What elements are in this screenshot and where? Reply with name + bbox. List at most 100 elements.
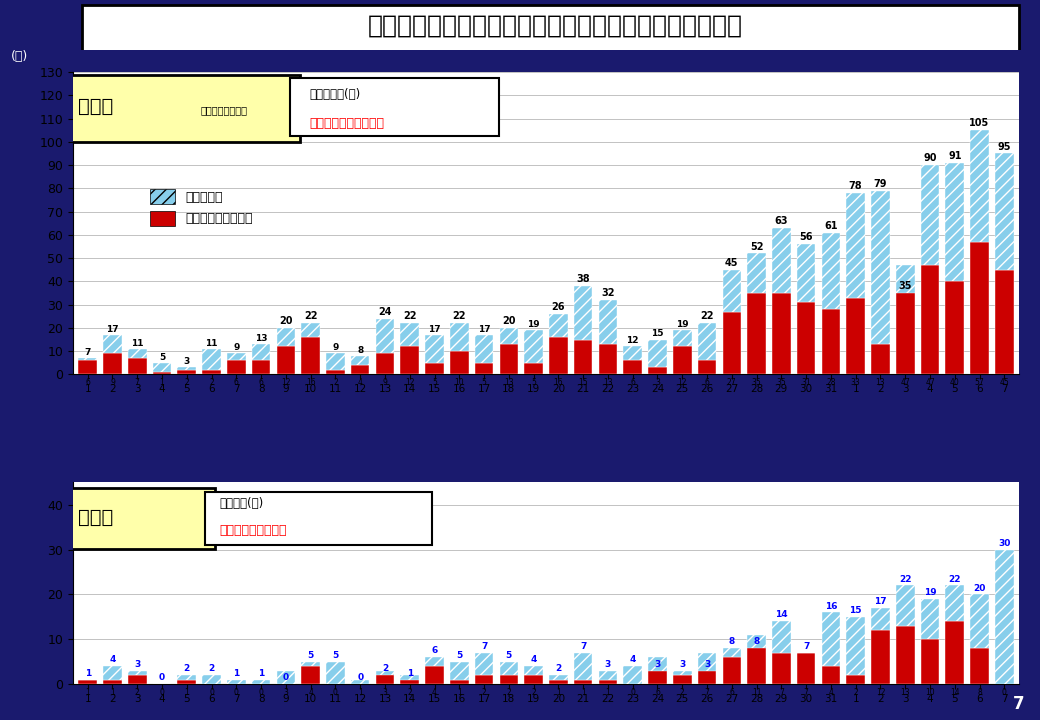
Bar: [302, 662, 320, 666]
Text: 2: 2: [531, 688, 536, 696]
Bar: [450, 680, 469, 684]
Text: 35: 35: [899, 281, 912, 291]
Bar: [945, 585, 964, 621]
Bar: [450, 351, 469, 374]
Bar: [847, 675, 865, 684]
Text: 15: 15: [651, 329, 664, 338]
Bar: [995, 270, 1014, 374]
Text: 17: 17: [428, 325, 441, 333]
Bar: [499, 344, 518, 374]
Bar: [797, 652, 815, 684]
Text: 79: 79: [874, 179, 887, 189]
Text: 1: 1: [457, 688, 462, 696]
Bar: [178, 675, 197, 680]
Bar: [327, 354, 344, 370]
Text: 90: 90: [924, 153, 937, 163]
Text: 13: 13: [255, 334, 267, 343]
Bar: [450, 323, 469, 351]
Text: 5: 5: [333, 651, 339, 660]
Text: 13: 13: [901, 688, 910, 696]
Text: 1: 1: [184, 688, 189, 696]
Text: 0: 0: [234, 688, 239, 696]
Bar: [945, 282, 964, 374]
Text: 11: 11: [205, 338, 217, 348]
Text: 22: 22: [948, 575, 961, 584]
Bar: [178, 680, 197, 684]
Text: 19: 19: [676, 320, 688, 329]
Text: １２６人（過去最多）: １２６人（過去最多）: [310, 117, 385, 130]
Text: 2: 2: [408, 688, 412, 696]
Bar: [970, 595, 989, 648]
Text: 5: 5: [505, 651, 512, 660]
Text: 7: 7: [804, 688, 808, 696]
Bar: [252, 680, 270, 684]
Bar: [202, 348, 220, 370]
Text: 3: 3: [605, 660, 612, 669]
Text: 15: 15: [578, 378, 588, 387]
Bar: [673, 670, 692, 675]
Text: 16: 16: [825, 601, 837, 611]
Text: 8: 8: [978, 688, 982, 696]
Text: 7: 7: [704, 688, 709, 696]
Text: 17: 17: [477, 325, 491, 333]
Bar: [103, 354, 122, 374]
Text: 1: 1: [358, 688, 363, 696]
Bar: [822, 233, 840, 310]
Text: 9: 9: [383, 378, 388, 387]
Text: 20: 20: [973, 584, 986, 593]
Text: 9: 9: [233, 343, 239, 352]
Text: 3: 3: [383, 688, 388, 696]
Text: 9: 9: [332, 343, 339, 352]
Bar: [772, 652, 790, 684]
Text: 奈良県: 奈良県: [78, 97, 112, 116]
Text: 63: 63: [775, 216, 788, 226]
Text: 2: 2: [333, 378, 338, 387]
Bar: [648, 657, 667, 684]
Bar: [945, 163, 964, 282]
Bar: [327, 662, 344, 684]
Bar: [350, 365, 369, 374]
Text: 8: 8: [357, 346, 363, 355]
Bar: [375, 670, 394, 684]
Text: 7: 7: [84, 348, 90, 357]
Bar: [895, 265, 914, 293]
Text: 1: 1: [85, 688, 90, 696]
Text: 2: 2: [506, 688, 512, 696]
Bar: [847, 617, 865, 675]
Text: 10: 10: [926, 688, 935, 696]
Text: 12: 12: [677, 378, 687, 387]
Bar: [673, 330, 692, 346]
Text: 4: 4: [308, 688, 313, 696]
Text: 3: 3: [284, 688, 288, 696]
Text: 2: 2: [382, 665, 388, 673]
Bar: [128, 358, 147, 374]
Bar: [400, 323, 419, 346]
Bar: [599, 680, 617, 684]
Bar: [128, 348, 147, 358]
Bar: [970, 648, 989, 684]
Bar: [995, 153, 1014, 270]
Bar: [698, 652, 717, 670]
FancyBboxPatch shape: [63, 75, 300, 142]
Text: 13: 13: [876, 378, 885, 387]
Text: 57: 57: [974, 378, 985, 387]
Bar: [103, 335, 122, 354]
Bar: [872, 608, 890, 630]
Text: 1: 1: [84, 669, 90, 678]
Bar: [748, 253, 765, 293]
Text: 22: 22: [700, 311, 713, 321]
Text: 5: 5: [432, 378, 437, 387]
Bar: [599, 300, 617, 344]
Text: 3: 3: [654, 660, 660, 669]
Text: 1: 1: [258, 669, 264, 678]
Text: 16: 16: [553, 378, 564, 387]
Text: 14: 14: [950, 688, 960, 696]
Text: 2: 2: [208, 665, 214, 673]
Bar: [350, 356, 369, 365]
Bar: [524, 363, 543, 374]
Bar: [895, 265, 914, 374]
Bar: [277, 346, 295, 374]
Bar: [648, 367, 667, 374]
Text: 13: 13: [603, 378, 613, 387]
Text: 2: 2: [135, 688, 139, 696]
